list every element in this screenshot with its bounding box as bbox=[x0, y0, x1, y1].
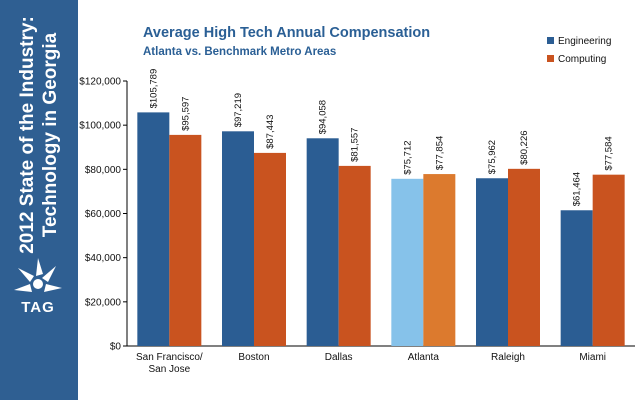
bar-value-label: $77,854 bbox=[434, 136, 445, 170]
bar-value-label: $77,584 bbox=[604, 136, 615, 170]
bar-value-label: $95,597 bbox=[180, 97, 191, 131]
y-tick-label: $0 bbox=[110, 342, 122, 353]
bar-value-label: $97,219 bbox=[233, 93, 244, 127]
x-category-label: Miami bbox=[579, 352, 606, 363]
x-category-label: Boston bbox=[238, 352, 269, 363]
bar-value-label: $75,712 bbox=[402, 140, 413, 174]
bars: $105,789 $95,597 $97,219 $87,443 $94,058 $81,… bbox=[137, 69, 625, 346]
bar-value-label: $61,464 bbox=[572, 172, 583, 206]
bar-engineering bbox=[137, 112, 170, 346]
legend-swatch-engineering bbox=[547, 37, 554, 44]
x-category-label: San Francisco/ bbox=[136, 352, 203, 363]
tag-logo-text: TAG bbox=[21, 299, 55, 316]
bar-computing bbox=[169, 134, 202, 346]
bar-value-label: $94,058 bbox=[318, 100, 329, 134]
bar-value-label: $75,962 bbox=[487, 140, 498, 174]
bar-engineering bbox=[306, 138, 339, 346]
bar-value-label: $80,226 bbox=[519, 130, 530, 164]
bar-computing bbox=[338, 165, 371, 346]
legend-label-computing: Computing bbox=[558, 54, 606, 65]
y-tick-label: $20,000 bbox=[85, 297, 122, 308]
chart: Average High Tech Annual Compensation At… bbox=[79, 25, 635, 375]
x-category-label: Raleigh bbox=[491, 352, 525, 363]
bar-engineering bbox=[560, 210, 593, 346]
bar-computing bbox=[508, 168, 540, 346]
x-category-label: Atlanta bbox=[408, 352, 440, 363]
y-tick-label: $80,000 bbox=[85, 165, 122, 176]
bar-value-label: $87,443 bbox=[265, 115, 276, 149]
bar-engineering bbox=[391, 178, 424, 346]
chart-title: Average High Tech Annual Compensation bbox=[143, 25, 430, 41]
legend-label-engineering: Engineering bbox=[558, 36, 611, 47]
y-tick-label: $60,000 bbox=[85, 209, 122, 220]
y-tick-label: $100,000 bbox=[79, 121, 121, 132]
bar-computing bbox=[592, 174, 625, 346]
category-labels: San Francisco/San Jose Boston Dallas Atlant… bbox=[136, 352, 606, 375]
y-tick-label: $40,000 bbox=[85, 253, 122, 264]
sidebar-title-line2: Technology in Georgia bbox=[40, 32, 61, 238]
y-tick-label: $120,000 bbox=[79, 77, 121, 88]
bar-computing bbox=[423, 174, 456, 346]
sidebar: 2012 State of the Industry: Technology i… bbox=[0, 0, 78, 400]
sidebar-title-line1: 2012 State of the Industry: bbox=[17, 16, 38, 254]
bar-value-label: $81,557 bbox=[350, 128, 361, 162]
tag-star-icon bbox=[14, 258, 62, 292]
sidebar-title: 2012 State of the Industry: Technology i… bbox=[16, 16, 62, 254]
y-ticks: $0 $20,000 $40,000 $60,000 $80,000 $100,000 $1… bbox=[79, 77, 127, 353]
legend-swatch-computing bbox=[547, 55, 554, 62]
legend: Engineering Computing bbox=[547, 36, 611, 65]
bar-engineering bbox=[476, 178, 508, 346]
chart-subtitle: Atlanta vs. Benchmark Metro Areas bbox=[143, 46, 336, 58]
x-category-label: Dallas bbox=[325, 352, 353, 363]
bar-engineering bbox=[222, 131, 254, 346]
tag-logo: TAG bbox=[14, 258, 62, 316]
x-category-label: San Jose bbox=[148, 364, 190, 375]
bar-computing bbox=[254, 152, 286, 346]
bar-value-label: $105,789 bbox=[148, 69, 159, 109]
